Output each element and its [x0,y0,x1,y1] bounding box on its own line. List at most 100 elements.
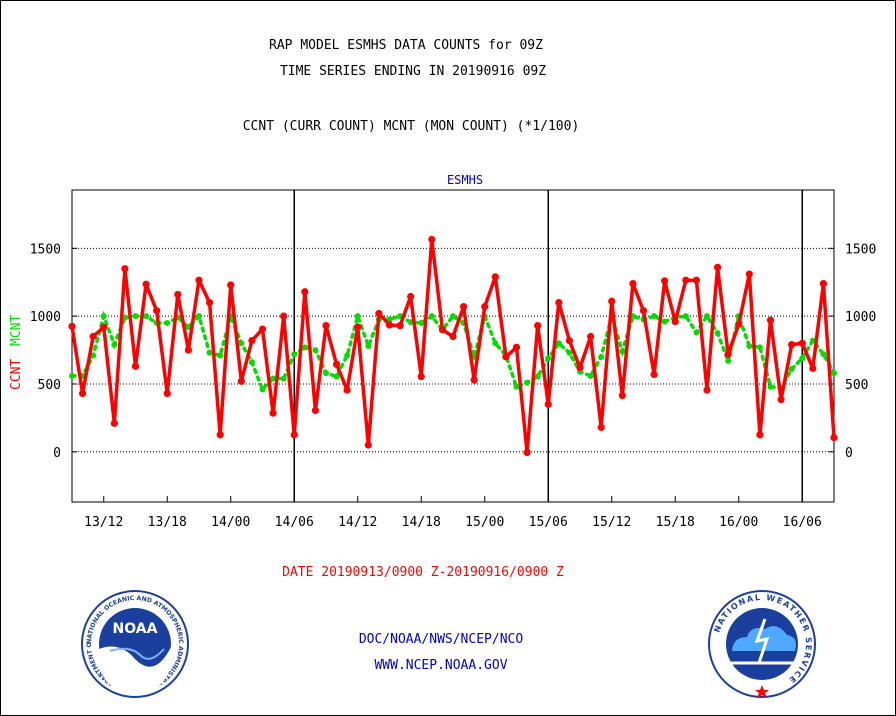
data-point-ccnt [311,406,320,415]
x-tick-label: 14/18 [402,515,441,530]
data-point-ccnt [280,312,288,320]
data-point-ccnt [745,270,753,278]
data-point-ccnt [153,307,161,315]
x-tick-label: 14/12 [338,515,377,530]
data-point-ccnt [258,325,267,333]
data-point-ccnt [449,332,457,341]
data-point-mcnt [661,318,668,325]
data-point-ccnt [195,276,203,284]
data-point-mcnt [344,352,351,359]
data-point-ccnt [174,290,182,299]
data-point-mcnt [450,313,456,320]
data-point-ccnt [121,265,129,273]
data-point-mcnt [820,351,827,358]
data-point-mcnt [333,373,340,380]
data-point-ccnt [639,307,648,315]
data-point-ccnt [798,339,806,347]
data-point-mcnt [693,329,700,336]
data-point-ccnt [385,321,394,329]
x-tick-label: 15/18 [656,515,695,530]
noaa-logo: NATIONAL OCEANIC AND ATMOSPHERIC ADMINIS… [80,589,189,698]
data-point-mcnt [259,386,266,393]
data-point-mcnt [100,313,107,320]
data-point-ccnt [756,431,764,439]
data-point-ccnt [322,322,330,330]
data-point-ccnt [661,277,669,285]
data-point-mcnt [788,366,795,373]
data-point-ccnt [586,332,595,341]
data-point-ccnt [100,323,108,331]
data-point-mcnt [598,353,605,360]
data-point-ccnt [491,273,499,281]
data-point-mcnt [280,375,287,382]
y-tick-label-left: 500 [38,378,61,393]
data-point-ccnt [735,320,743,328]
data-point-mcnt [238,340,245,347]
y-tick-label-right: 0 [845,446,853,461]
data-point-mcnt [714,330,721,337]
data-point-ccnt [777,395,785,404]
date-range-label: DATE 20190913/0900 Z-20190916/0900 Z [282,565,564,580]
data-point-ccnt [237,377,245,385]
data-point-ccnt [459,303,468,311]
data-point-ccnt [227,281,235,289]
data-point-mcnt [767,383,774,390]
data-point-mcnt [725,357,732,364]
data-point-ccnt [89,332,97,341]
x-tick-label: 13/12 [84,515,123,530]
x-tick-label: 15/12 [592,515,631,530]
y-tick-label-left: 1500 [30,242,61,257]
data-point-ccnt [703,386,711,394]
data-point-ccnt [809,364,817,372]
data-point-ccnt [205,298,214,307]
data-point-mcnt [545,355,552,362]
svg-text:NOAA: NOAA [113,621,158,637]
data-point-ccnt [470,376,478,384]
data-point-ccnt [216,431,224,439]
data-point-ccnt [534,322,542,330]
data-point-mcnt [682,313,689,320]
x-tick-label: 15/00 [465,515,504,530]
data-point-ccnt [682,276,690,284]
data-point-ccnt [343,386,351,394]
data-point-mcnt [143,313,150,320]
data-point-ccnt [481,303,489,311]
data-point-ccnt [142,280,150,288]
x-tick-label: 16/06 [783,515,822,530]
x-tick-label: 14/00 [211,515,250,530]
y-axis-label-ccnt: CCNT [9,359,24,390]
y-axis-label-mcnt: MCNT [9,315,24,346]
data-point-ccnt [396,322,404,330]
chart-title-line2: TIME SERIES ENDING IN 20190916 09Z [279,64,547,79]
data-point-ccnt [576,364,584,372]
data-point-ccnt [78,389,87,398]
data-point-mcnt [164,319,171,326]
data-point-ccnt [184,346,193,354]
data-point-mcnt [270,375,277,382]
data-point-mcnt [365,343,372,349]
data-point-mcnt [756,344,763,351]
data-point-ccnt [407,292,415,301]
data-point-mcnt [524,379,531,386]
data-point-ccnt [544,400,552,408]
nws-logo: NATIONAL WEATHER SERVICE [708,590,816,698]
data-point-mcnt [354,313,361,320]
data-point-ccnt [608,297,616,305]
y-tick-label-left: 0 [53,446,61,461]
y-tick-label-left: 1000 [30,310,61,325]
y-tick-label-right: 1000 [845,310,876,325]
data-point-mcnt [206,349,213,356]
plot-area-border [71,189,835,503]
data-point-ccnt [428,235,436,244]
chart-title-line1: RAP MODEL ESMHS DATA COUNTS for 09Z [269,38,543,53]
data-point-mcnt [248,359,255,366]
ncep-url-link[interactable]: WWW.NCEP.NOAA.GOV [374,658,508,673]
x-tick-label: 16/00 [719,515,758,530]
data-point-mcnt [69,372,75,379]
data-point-mcnt [566,349,573,356]
data-point-ccnt [565,336,574,345]
data-point-ccnt [692,276,701,284]
data-point-mcnt [301,344,308,351]
data-point-mcnt [111,341,118,348]
